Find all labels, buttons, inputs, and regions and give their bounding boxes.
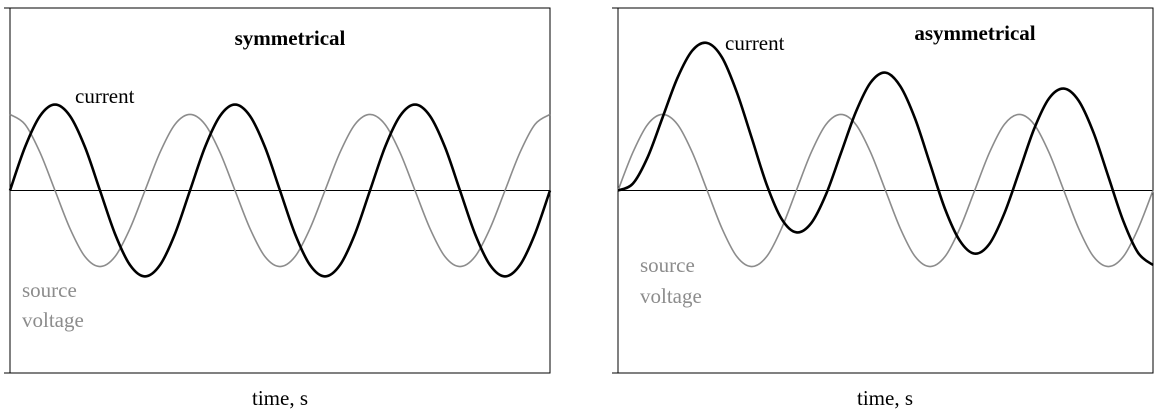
series-line: [617, 113, 1154, 268]
annotation: current: [75, 84, 135, 108]
annotation: source: [640, 253, 695, 277]
x-axis-label: time, s: [252, 386, 308, 410]
annotation: voltage: [640, 284, 702, 308]
series-line: [9, 113, 551, 268]
annotation: current: [725, 31, 785, 55]
series-line: [8, 103, 552, 278]
chart-title: asymmetrical: [914, 21, 1035, 45]
annotation: voltage: [22, 308, 84, 332]
chart-title: symmetrical: [235, 26, 346, 50]
annotation: source: [22, 278, 77, 302]
x-axis-label: time, s: [857, 386, 913, 410]
series-line: [617, 41, 1154, 267]
